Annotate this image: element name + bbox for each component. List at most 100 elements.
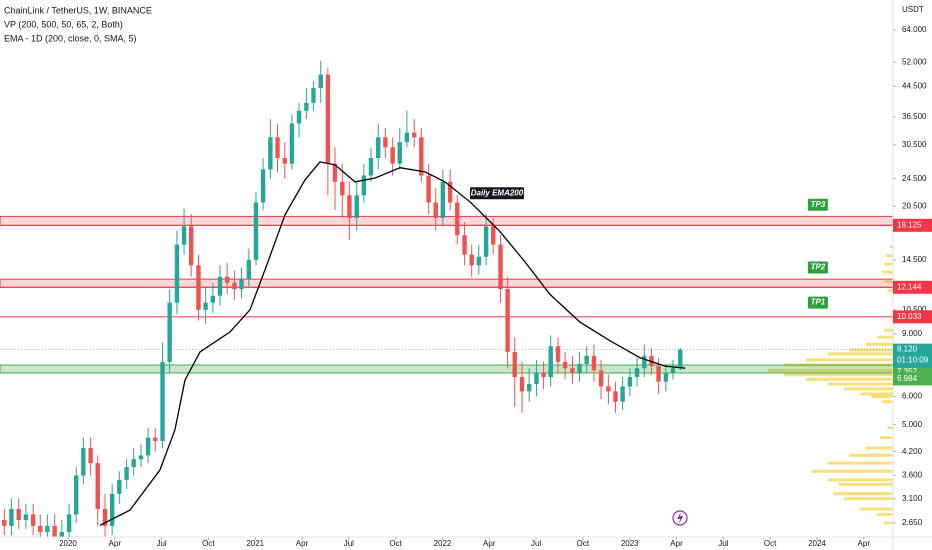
volume-profile-bar	[768, 368, 893, 372]
x-tick-label: 2024	[808, 539, 826, 548]
candle-body	[74, 475, 79, 515]
volume-profile-bar	[827, 352, 893, 356]
candle-body	[670, 368, 676, 373]
indicator-label: EMA - 1D (200, close, 0, SMA, 5)	[4, 33, 137, 43]
indicator-label: VP (200, 500, 50, 65, 2, Both)	[4, 19, 123, 29]
x-tick-label: Apr	[858, 539, 871, 548]
x-tick-label: Apr	[483, 539, 496, 548]
candle-body	[368, 157, 374, 176]
candle-body	[419, 137, 424, 176]
candle-body	[433, 202, 438, 219]
candle-body	[138, 455, 144, 460]
candle-body	[426, 175, 431, 203]
candle-body	[210, 295, 216, 303]
candle-body	[181, 226, 187, 245]
annotation-text: TP1	[811, 298, 826, 307]
volume-profile-bar	[827, 382, 893, 386]
candle-body	[188, 226, 194, 266]
volume-profile-bar	[865, 342, 893, 346]
x-tick-label: Apr	[109, 539, 122, 548]
candle-body	[109, 493, 115, 526]
candle-body	[203, 302, 208, 310]
candle-body	[390, 147, 395, 164]
candle-body	[361, 175, 367, 196]
candle-body	[634, 368, 640, 378]
candle-body	[145, 437, 151, 456]
volume-profile-bar	[827, 478, 893, 482]
candle-body	[102, 508, 108, 526]
candle-body	[224, 276, 230, 283]
x-tick-label: Oct	[202, 539, 215, 548]
candle-body	[117, 479, 122, 494]
volume-profile-bar	[887, 288, 893, 292]
annotation-box	[807, 296, 828, 309]
candle-body	[246, 259, 252, 280]
volume-profile-bar	[849, 453, 893, 457]
replay-icon[interactable]	[672, 510, 688, 526]
plot-area	[0, 60, 893, 537]
ema-line	[99, 161, 686, 526]
y-tick-label: 36.500	[902, 112, 927, 121]
candle-body	[296, 110, 302, 124]
candle-body	[9, 508, 14, 526]
volume-profile-bar	[860, 392, 893, 396]
candle-body	[627, 377, 633, 387]
annotation-box	[807, 261, 828, 274]
y-tick-label: 5.000	[902, 420, 923, 429]
volume-profile-bar	[882, 270, 893, 274]
x-tick-label: Jul	[344, 539, 354, 548]
candle-body	[347, 195, 352, 219]
volume-profile-bar	[884, 521, 893, 525]
candle-body	[555, 346, 561, 362]
candle-body	[548, 346, 553, 378]
candle-body	[526, 384, 532, 392]
x-tick-label: Apr	[296, 539, 309, 548]
candle-body	[606, 386, 611, 392]
x-tick-label: Oct	[389, 539, 402, 548]
candle-body	[476, 256, 482, 266]
candle-body	[656, 366, 661, 382]
x-tick-label: Jul	[718, 539, 728, 548]
volume-profile-bar	[884, 280, 893, 284]
volume-profile-bar	[879, 436, 893, 440]
volume-profile-bar	[887, 426, 893, 430]
candle-body	[311, 88, 316, 103]
volume-profile-bar	[844, 387, 893, 391]
candle-body	[23, 514, 29, 521]
x-tick-label: 2020	[59, 539, 77, 548]
volume-profile-bar	[833, 492, 893, 496]
candle-body	[253, 202, 259, 260]
y-tick-label: 64.000	[902, 25, 927, 34]
price-label: 12.144	[897, 282, 922, 291]
candle-body	[462, 235, 467, 255]
annotation-box	[807, 198, 828, 211]
candle-body	[325, 74, 331, 164]
price-label: 6.984	[897, 374, 918, 383]
candle-body	[577, 363, 582, 373]
y-tick-label: 24.500	[902, 174, 927, 183]
candle-body	[160, 361, 165, 441]
candle-body	[2, 520, 7, 526]
candle-body	[318, 74, 323, 89]
candle-body	[66, 514, 72, 532]
candle-body	[332, 163, 338, 182]
candle-body	[469, 254, 474, 266]
x-tick-label: 2022	[434, 539, 452, 548]
last-price-box	[893, 343, 932, 368]
y-tick-label: 3.100	[902, 494, 923, 503]
candle-body	[541, 372, 546, 378]
candle-body	[376, 137, 381, 158]
candle-body	[45, 525, 50, 532]
candle-body	[95, 463, 100, 509]
candle-body	[570, 368, 575, 373]
candle-body	[483, 226, 489, 257]
candle-body	[217, 276, 223, 296]
candle-body	[260, 169, 266, 203]
candle-body	[232, 282, 237, 290]
candle-body	[174, 244, 180, 303]
candle-body	[340, 181, 345, 196]
price-label: 18.125	[897, 220, 922, 229]
y-tick-label: 44.500	[902, 81, 927, 90]
candle-body	[88, 448, 93, 464]
